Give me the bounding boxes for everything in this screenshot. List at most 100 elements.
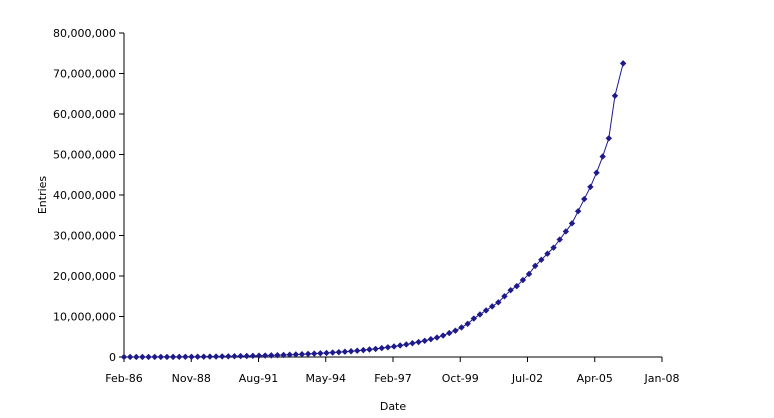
x-tick-label: Apr-05 bbox=[577, 372, 613, 385]
data-point-marker bbox=[470, 315, 478, 322]
data-point-marker bbox=[317, 350, 324, 357]
x-tick-label: Aug-91 bbox=[239, 372, 278, 385]
data-point-marker bbox=[255, 352, 263, 359]
data-point-marker bbox=[593, 169, 600, 176]
y-tick-label: 10,000,000 bbox=[53, 311, 116, 324]
data-point-marker bbox=[304, 350, 312, 358]
data-point-marker bbox=[446, 329, 453, 337]
y-axis-ticks: 0 10,000,000 20,000,000 30,000,000 40,000,00… bbox=[53, 27, 124, 364]
data-point-marker bbox=[163, 353, 171, 361]
data-point-marker bbox=[531, 262, 539, 270]
y-tick-label: 40,000,000 bbox=[53, 189, 116, 202]
data-point-marker bbox=[120, 353, 128, 361]
data-point-marker bbox=[458, 324, 465, 331]
data-point-marker bbox=[415, 338, 422, 346]
data-point-marker bbox=[390, 343, 398, 350]
data-point-marker bbox=[574, 208, 582, 215]
data-point-marker bbox=[188, 353, 195, 360]
data-point-marker bbox=[605, 135, 613, 142]
data-point-marker bbox=[562, 228, 570, 235]
data-point-marker bbox=[403, 341, 410, 348]
data-point-marker bbox=[489, 303, 496, 310]
data-point-marker bbox=[231, 353, 238, 360]
data-point-marker bbox=[237, 352, 244, 360]
data-point-marker bbox=[249, 352, 257, 360]
data-point-marker bbox=[218, 353, 226, 360]
data-point-marker bbox=[611, 92, 619, 99]
data-point-marker bbox=[452, 327, 459, 334]
data-point-marker bbox=[206, 353, 214, 360]
y-tick-label: 50,000,000 bbox=[53, 149, 116, 162]
data-point-marker bbox=[501, 293, 508, 300]
data-point-marker bbox=[274, 351, 281, 359]
data-point-marker bbox=[550, 244, 557, 251]
x-axis-ticks: Feb-86 Nov-88 Aug-91 May-94 Feb-97 Oct-99 Jul-… bbox=[105, 357, 679, 385]
x-tick-label: Oct-99 bbox=[442, 372, 479, 385]
data-point-marker bbox=[433, 334, 441, 341]
data-point-marker bbox=[323, 349, 330, 357]
data-point-marker bbox=[581, 195, 588, 203]
x-tick-label: Jul-02 bbox=[511, 372, 543, 385]
data-point-marker bbox=[182, 353, 189, 361]
data-point-marker bbox=[525, 270, 533, 278]
data-point-marker bbox=[354, 347, 361, 354]
data-point-marker bbox=[176, 353, 183, 361]
plot-area: 0 10,000,000 20,000,000 30,000,000 40,000,00… bbox=[53, 27, 679, 385]
y-tick-label: 60,000,000 bbox=[53, 108, 116, 121]
data-point-marker bbox=[286, 351, 293, 358]
y-tick-label: 80,000,000 bbox=[53, 27, 116, 40]
data-point-marker bbox=[139, 353, 146, 361]
x-axis-title: Date bbox=[380, 400, 407, 413]
data-point-marker bbox=[384, 344, 392, 351]
data-point-marker bbox=[396, 342, 404, 349]
data-point-marker bbox=[427, 335, 435, 343]
data-point-marker bbox=[599, 153, 606, 160]
data-point-marker bbox=[268, 352, 275, 359]
y-tick-label: 70,000,000 bbox=[53, 68, 116, 81]
x-tick-label: Jan-08 bbox=[644, 372, 680, 385]
data-point-marker bbox=[409, 340, 416, 347]
data-point-marker bbox=[280, 351, 287, 359]
series-line bbox=[123, 63, 624, 358]
data-point-marker bbox=[292, 351, 300, 358]
data-point-marker bbox=[544, 250, 551, 257]
y-axis-title: Entries bbox=[36, 176, 49, 215]
data-point-marker bbox=[298, 351, 306, 358]
data-point-marker bbox=[495, 299, 502, 306]
series-entries bbox=[120, 60, 627, 361]
data-point-marker bbox=[341, 348, 349, 355]
data-point-marker bbox=[476, 311, 484, 318]
data-point-marker bbox=[157, 353, 165, 361]
data-point-marker bbox=[421, 337, 428, 344]
data-point-marker bbox=[464, 320, 471, 327]
data-point-marker bbox=[243, 352, 250, 360]
x-tick-label: May-94 bbox=[305, 372, 346, 385]
data-point-marker bbox=[556, 236, 563, 243]
data-point-marker bbox=[587, 183, 594, 191]
data-point-marker bbox=[133, 353, 140, 361]
data-point-marker bbox=[372, 345, 379, 353]
data-point-marker bbox=[126, 353, 134, 361]
x-tick-label: Feb-97 bbox=[374, 372, 411, 385]
data-point-marker bbox=[519, 276, 527, 284]
x-tick-label: Feb-86 bbox=[105, 372, 142, 385]
data-point-marker bbox=[225, 353, 232, 360]
data-point-marker bbox=[347, 348, 355, 355]
data-point-marker bbox=[568, 220, 576, 227]
data-point-marker bbox=[507, 286, 514, 294]
x-tick-label: Nov-88 bbox=[172, 372, 211, 385]
data-point-marker bbox=[378, 344, 385, 352]
data-point-marker bbox=[482, 307, 490, 314]
data-point-marker bbox=[261, 352, 269, 359]
data-point-marker bbox=[439, 332, 447, 339]
data-point-marker bbox=[212, 353, 220, 360]
y-tick-label: 20,000,000 bbox=[53, 270, 116, 283]
y-tick-label: 0 bbox=[109, 351, 116, 364]
data-point-marker bbox=[200, 353, 207, 360]
data-point-marker bbox=[619, 60, 627, 67]
data-point-marker bbox=[145, 353, 152, 361]
data-point-marker bbox=[329, 349, 336, 356]
data-point-marker bbox=[366, 346, 373, 353]
data-point-marker bbox=[194, 353, 201, 360]
